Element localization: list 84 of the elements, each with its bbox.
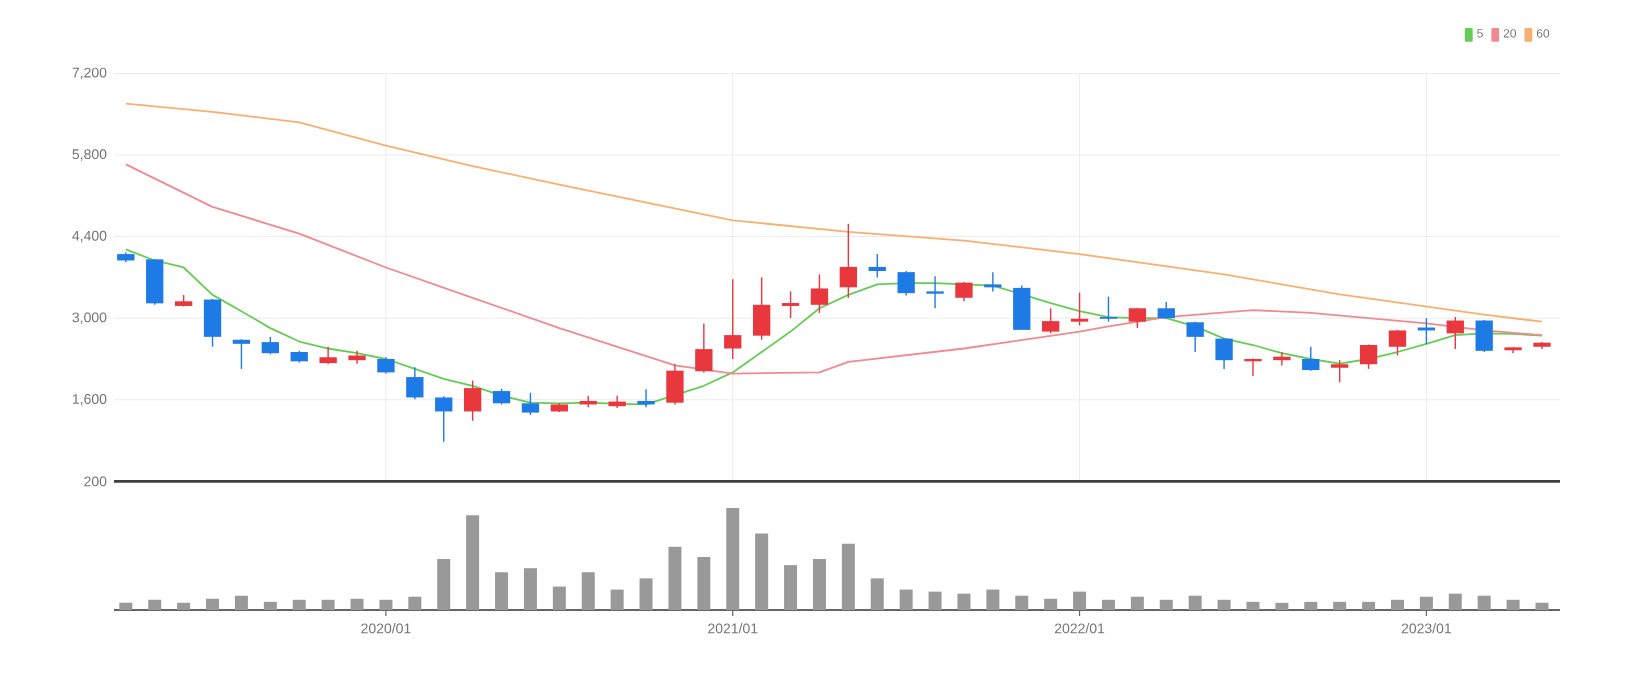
candlestick xyxy=(1331,359,1349,384)
bar xyxy=(119,602,133,610)
bar xyxy=(697,556,711,610)
bar xyxy=(957,593,971,610)
bar xyxy=(610,589,624,610)
bar xyxy=(466,515,480,610)
candlestick xyxy=(752,276,771,341)
candlestick xyxy=(781,290,800,319)
bar xyxy=(1101,599,1115,610)
candlestick xyxy=(1041,307,1060,335)
bar xyxy=(899,589,913,610)
bar xyxy=(1362,601,1376,610)
bar xyxy=(841,543,855,610)
bar xyxy=(928,591,942,610)
bar xyxy=(726,508,740,610)
bar xyxy=(1246,601,1260,610)
bar xyxy=(234,595,248,610)
bar xyxy=(437,559,451,610)
candlestick xyxy=(521,392,540,416)
bar xyxy=(148,599,162,610)
candlestick xyxy=(1244,357,1262,377)
bar xyxy=(1217,599,1231,610)
bar xyxy=(1073,591,1087,610)
candlestick xyxy=(666,363,684,406)
candlestick xyxy=(1215,337,1233,370)
candlestick xyxy=(1013,284,1031,331)
candlestick xyxy=(203,298,222,348)
candlestick xyxy=(724,278,742,360)
bar xyxy=(1130,596,1144,610)
candlestick xyxy=(695,322,713,374)
candlestick xyxy=(926,275,944,309)
bar xyxy=(292,599,306,610)
bar xyxy=(1506,599,1520,610)
candlestick xyxy=(406,366,424,400)
bar xyxy=(668,546,682,610)
candlestick xyxy=(955,281,973,302)
candlestick xyxy=(839,223,858,299)
bar xyxy=(1275,602,1289,610)
candlestick xyxy=(1475,319,1493,353)
bar xyxy=(755,533,769,610)
candlestick xyxy=(1446,316,1464,350)
candlestick xyxy=(1388,329,1407,357)
bar xyxy=(1304,601,1318,610)
bar xyxy=(1390,599,1404,610)
bar xyxy=(1477,595,1491,610)
bar xyxy=(552,586,566,610)
bar xyxy=(350,598,364,610)
bar xyxy=(177,602,191,610)
candlestick xyxy=(463,379,482,422)
bar xyxy=(812,559,826,610)
candlestick xyxy=(1070,291,1089,326)
candlestick xyxy=(897,270,915,297)
bar xyxy=(1015,595,1029,610)
bar xyxy=(1419,596,1433,610)
candlestick xyxy=(1099,295,1118,323)
bar xyxy=(1044,598,1058,610)
bar xyxy=(263,601,277,610)
candlestick xyxy=(810,273,829,314)
bar xyxy=(639,578,653,610)
candlestick xyxy=(1302,346,1320,372)
bar xyxy=(986,589,1000,610)
line-series xyxy=(124,102,1543,323)
candlestick xyxy=(435,395,453,443)
bar xyxy=(379,599,393,610)
candlestick xyxy=(232,338,251,370)
bar xyxy=(1188,595,1202,610)
candlestick xyxy=(868,253,886,279)
bar xyxy=(408,596,422,610)
bar xyxy=(1333,601,1347,610)
bar xyxy=(495,572,509,610)
candlestick xyxy=(984,271,1002,293)
candlestick xyxy=(1359,343,1378,370)
bar xyxy=(1448,593,1462,610)
candlestick xyxy=(146,258,164,306)
candlestick xyxy=(1186,320,1204,353)
bar xyxy=(206,598,220,610)
bar xyxy=(523,568,537,610)
candlestick xyxy=(319,346,337,365)
bar xyxy=(784,565,798,610)
bar xyxy=(1535,602,1549,610)
bar xyxy=(581,572,595,610)
bar xyxy=(321,599,335,610)
bar xyxy=(870,578,884,610)
bar xyxy=(1159,599,1173,610)
